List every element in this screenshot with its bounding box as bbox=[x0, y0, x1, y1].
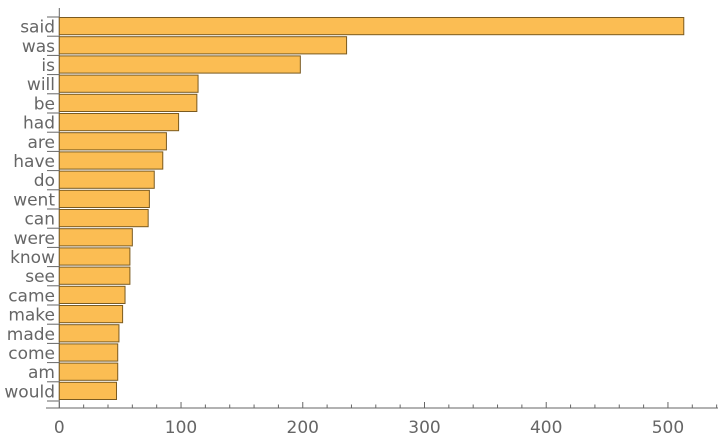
bar-make bbox=[58, 305, 124, 324]
bar-are bbox=[58, 132, 167, 151]
y-tick-label: made bbox=[7, 325, 55, 345]
bar-went bbox=[58, 189, 150, 209]
y-tick-label: went bbox=[13, 190, 55, 210]
bar-can bbox=[58, 209, 149, 228]
y-tick-label: is bbox=[41, 56, 55, 76]
x-tick-label: 500 bbox=[652, 418, 684, 438]
bar-know bbox=[58, 247, 131, 266]
bar-were bbox=[58, 228, 133, 247]
y-tick-label: came bbox=[8, 286, 55, 306]
x-tick-label: 0 bbox=[54, 418, 65, 438]
bar-do bbox=[58, 170, 155, 189]
bar-have bbox=[58, 151, 164, 170]
y-tick-label: would bbox=[4, 382, 55, 402]
y-tick-label: know bbox=[10, 248, 55, 268]
bar-come bbox=[58, 343, 119, 362]
y-tick-label: have bbox=[13, 152, 55, 172]
x-tick-label: 200 bbox=[287, 418, 319, 438]
bar-would bbox=[58, 381, 118, 400]
y-tick-label: make bbox=[8, 306, 55, 326]
bar-see bbox=[58, 266, 131, 285]
x-tick-label: 400 bbox=[530, 418, 562, 438]
y-tick-label: can bbox=[24, 210, 55, 230]
y-tick-label: are bbox=[28, 133, 56, 153]
y-tick-label: was bbox=[22, 37, 55, 57]
y-tick-label: will bbox=[27, 75, 55, 95]
bar-is bbox=[58, 55, 301, 74]
bar-said bbox=[58, 17, 685, 36]
y-tick-label: be bbox=[34, 94, 55, 114]
y-tick-label: am bbox=[28, 363, 55, 383]
y-tick-label: come bbox=[8, 344, 55, 364]
y-tick-label: had bbox=[23, 114, 55, 134]
bar-was bbox=[58, 36, 348, 55]
y-tick-label: see bbox=[25, 267, 55, 287]
bar-had bbox=[58, 113, 180, 132]
bar-will bbox=[58, 74, 199, 93]
bar-came bbox=[58, 285, 126, 304]
x-tick-label: 100 bbox=[165, 418, 197, 438]
x-tick-label: 300 bbox=[408, 418, 440, 438]
y-tick-label: said bbox=[20, 18, 55, 38]
y-tick-label: were bbox=[14, 229, 55, 249]
bar-be bbox=[58, 93, 198, 113]
bar-am bbox=[58, 362, 119, 381]
y-tick-label: do bbox=[34, 171, 55, 191]
bar-made bbox=[58, 324, 120, 343]
